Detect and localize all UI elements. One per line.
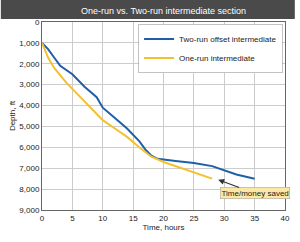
svg-text:4,000: 4,000	[19, 101, 40, 110]
svg-text:5,000: 5,000	[19, 122, 40, 131]
svg-text:3,000: 3,000	[19, 80, 40, 89]
svg-text:5: 5	[70, 214, 75, 223]
svg-text:20: 20	[159, 214, 168, 223]
svg-text:Depth, ft: Depth, ft	[8, 100, 17, 131]
svg-text:7,000: 7,000	[19, 164, 40, 173]
svg-text:9,000: 9,000	[19, 206, 40, 215]
svg-text:Time, hours: Time, hours	[143, 223, 185, 232]
svg-text:40: 40	[281, 214, 290, 223]
svg-text:15: 15	[129, 214, 138, 223]
svg-text:8,000: 8,000	[19, 185, 40, 194]
svg-text:35: 35	[250, 214, 259, 223]
svg-text:0: 0	[35, 18, 40, 27]
svg-text:30: 30	[220, 214, 229, 223]
svg-text:One-run vs. Two-run intermedia: One-run vs. Two-run intermediate section	[81, 6, 246, 16]
svg-text:0: 0	[40, 214, 45, 223]
svg-text:2,000: 2,000	[19, 60, 40, 69]
svg-text:6,000: 6,000	[19, 143, 40, 152]
svg-text:Two-run offset intermediate: Two-run offset intermediate	[179, 35, 276, 44]
svg-text:One-run intermediate: One-run intermediate	[179, 54, 255, 63]
svg-text:25: 25	[189, 214, 198, 223]
svg-text:Time/money saved: Time/money saved	[222, 189, 289, 198]
svg-text:10: 10	[98, 214, 107, 223]
svg-text:1,000: 1,000	[19, 39, 40, 48]
